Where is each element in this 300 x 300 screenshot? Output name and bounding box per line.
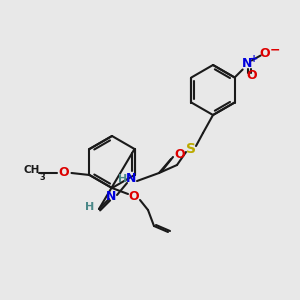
Text: −: − — [269, 43, 280, 56]
Text: O: O — [58, 167, 69, 179]
Text: O: O — [259, 47, 270, 60]
Text: O: O — [129, 190, 139, 202]
Text: 3: 3 — [40, 172, 45, 182]
Text: N: N — [126, 172, 136, 185]
Text: CH: CH — [23, 165, 40, 175]
Text: O: O — [246, 69, 257, 82]
Text: H: H — [118, 174, 127, 184]
Text: H: H — [85, 202, 94, 212]
Text: N: N — [242, 57, 252, 70]
Text: O: O — [175, 148, 185, 160]
Text: N: N — [106, 190, 116, 203]
Text: S: S — [186, 142, 196, 156]
Text: +: + — [250, 55, 258, 64]
